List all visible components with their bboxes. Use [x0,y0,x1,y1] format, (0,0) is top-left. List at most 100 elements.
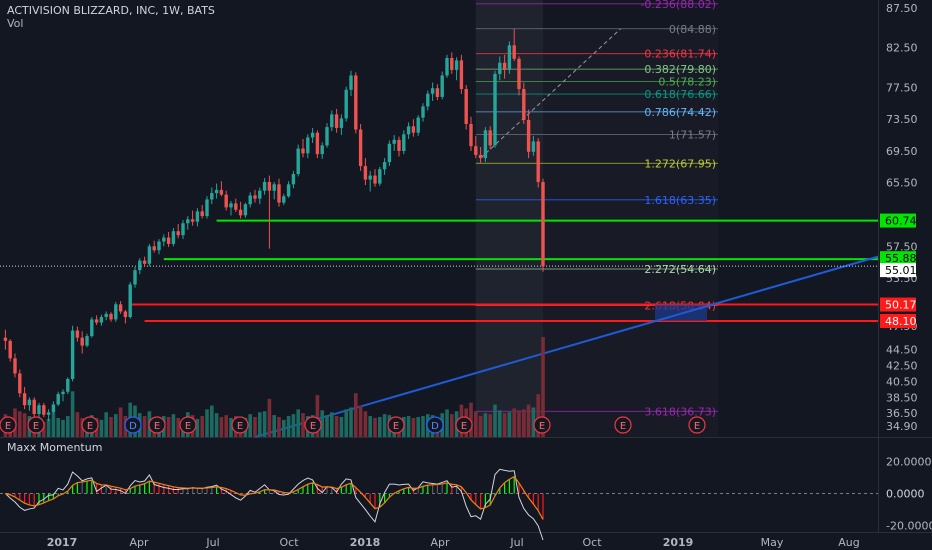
candle-body [517,58,521,89]
volume-bar [51,413,56,437]
candle-body [157,241,161,251]
event-marker [124,416,142,434]
momentum-value-badge-bg [880,486,928,501]
event-marker-label: E [237,421,243,432]
price-axis-tick: 73.50 [886,113,918,126]
time-axis-label: Apr [129,536,149,549]
volume-bar [445,409,449,437]
candle-body [406,126,411,135]
volume-bar [382,414,387,437]
candle-body [382,162,387,170]
volume-bar [229,417,233,437]
candle-body [402,134,406,151]
time-axis-label: Jul [205,536,219,549]
price-badge [880,213,916,228]
price-axis-tick: 36.50 [886,407,918,420]
volume-bar [522,409,526,437]
candle-body [32,399,36,414]
volume-bar [286,416,291,437]
fib-level-label: 3.618(36.73) [644,405,716,418]
candle-body [123,311,128,318]
candle-body [3,337,8,341]
volume-bar [277,417,281,437]
volume-bar [378,417,382,437]
candle-body [325,127,329,146]
volume-bar [339,417,344,437]
price-badge [880,251,916,266]
candle-body [8,340,12,359]
candle-body [219,189,224,195]
candle-body [301,148,305,154]
volume-bar [488,414,492,437]
event-marker-label: D [129,421,137,432]
candle-body [205,199,209,217]
volume-bar [354,393,358,437]
candle-body [507,45,512,70]
candle-body [61,391,65,395]
candle-body [272,184,276,191]
candle-body [306,137,310,154]
volume-bar [416,417,420,437]
candle-body [56,394,60,405]
fib-level-label: 0.236(81.74) [644,48,716,61]
candle-body [536,141,540,182]
event-marker [455,416,473,434]
candle-body [176,231,180,236]
volume-bar [498,410,502,437]
candle-body [315,132,320,155]
event-marker [304,416,322,434]
price-badge [880,297,916,312]
candle-body [354,75,358,130]
time-axis-label: Oct [279,536,299,549]
volume-bar [469,402,473,437]
event-marker [148,416,166,434]
volume-bar [253,417,257,437]
volume-bar [507,412,512,437]
candle-body [13,358,17,374]
price-badge-label: 60.74 [885,215,917,228]
candle-body [190,219,195,222]
volume-bar [56,417,60,437]
event-marker [231,416,249,434]
candle-body [262,181,267,191]
volume-bar [205,409,209,437]
fib-level-label: 0.786(74.42) [644,106,716,119]
candle-body [99,317,104,323]
volume-bar [301,413,305,437]
candle-body [349,75,353,90]
fib-level-label: 0(84.88) [669,23,716,36]
candle-body [37,405,41,414]
volume-bar [373,417,377,437]
event-marker [81,416,99,434]
event-marker [0,416,17,434]
event-marker-label: E [154,421,160,432]
volume-bar [344,409,348,437]
candle-body [147,246,152,264]
fib-level-label: 1.618(63.35) [644,194,716,207]
volume-bar [334,416,339,437]
candle-body [512,45,516,59]
volume-bar [536,394,540,437]
candle-body [46,412,51,415]
candle-body [392,139,396,144]
candle-body [109,313,113,320]
candle-body [378,169,382,184]
event-marker [688,416,706,434]
volume-bar [75,412,80,437]
candle-body [142,260,147,264]
event-marker [533,416,551,434]
event-marker-label: D [431,421,439,432]
candle-body [296,148,300,175]
event-marker [27,416,45,434]
volume-bar [512,408,516,437]
volume-bar [262,411,267,437]
candle-body [195,211,200,222]
time-axis-label: May [761,536,784,549]
volume-bar [502,413,507,437]
volume-bar [526,404,531,437]
price-axis-tick: 38.50 [886,391,918,404]
volume-bar [421,416,425,437]
candle-body [493,73,497,146]
indicator-title: Maxx Momentum [7,441,103,454]
